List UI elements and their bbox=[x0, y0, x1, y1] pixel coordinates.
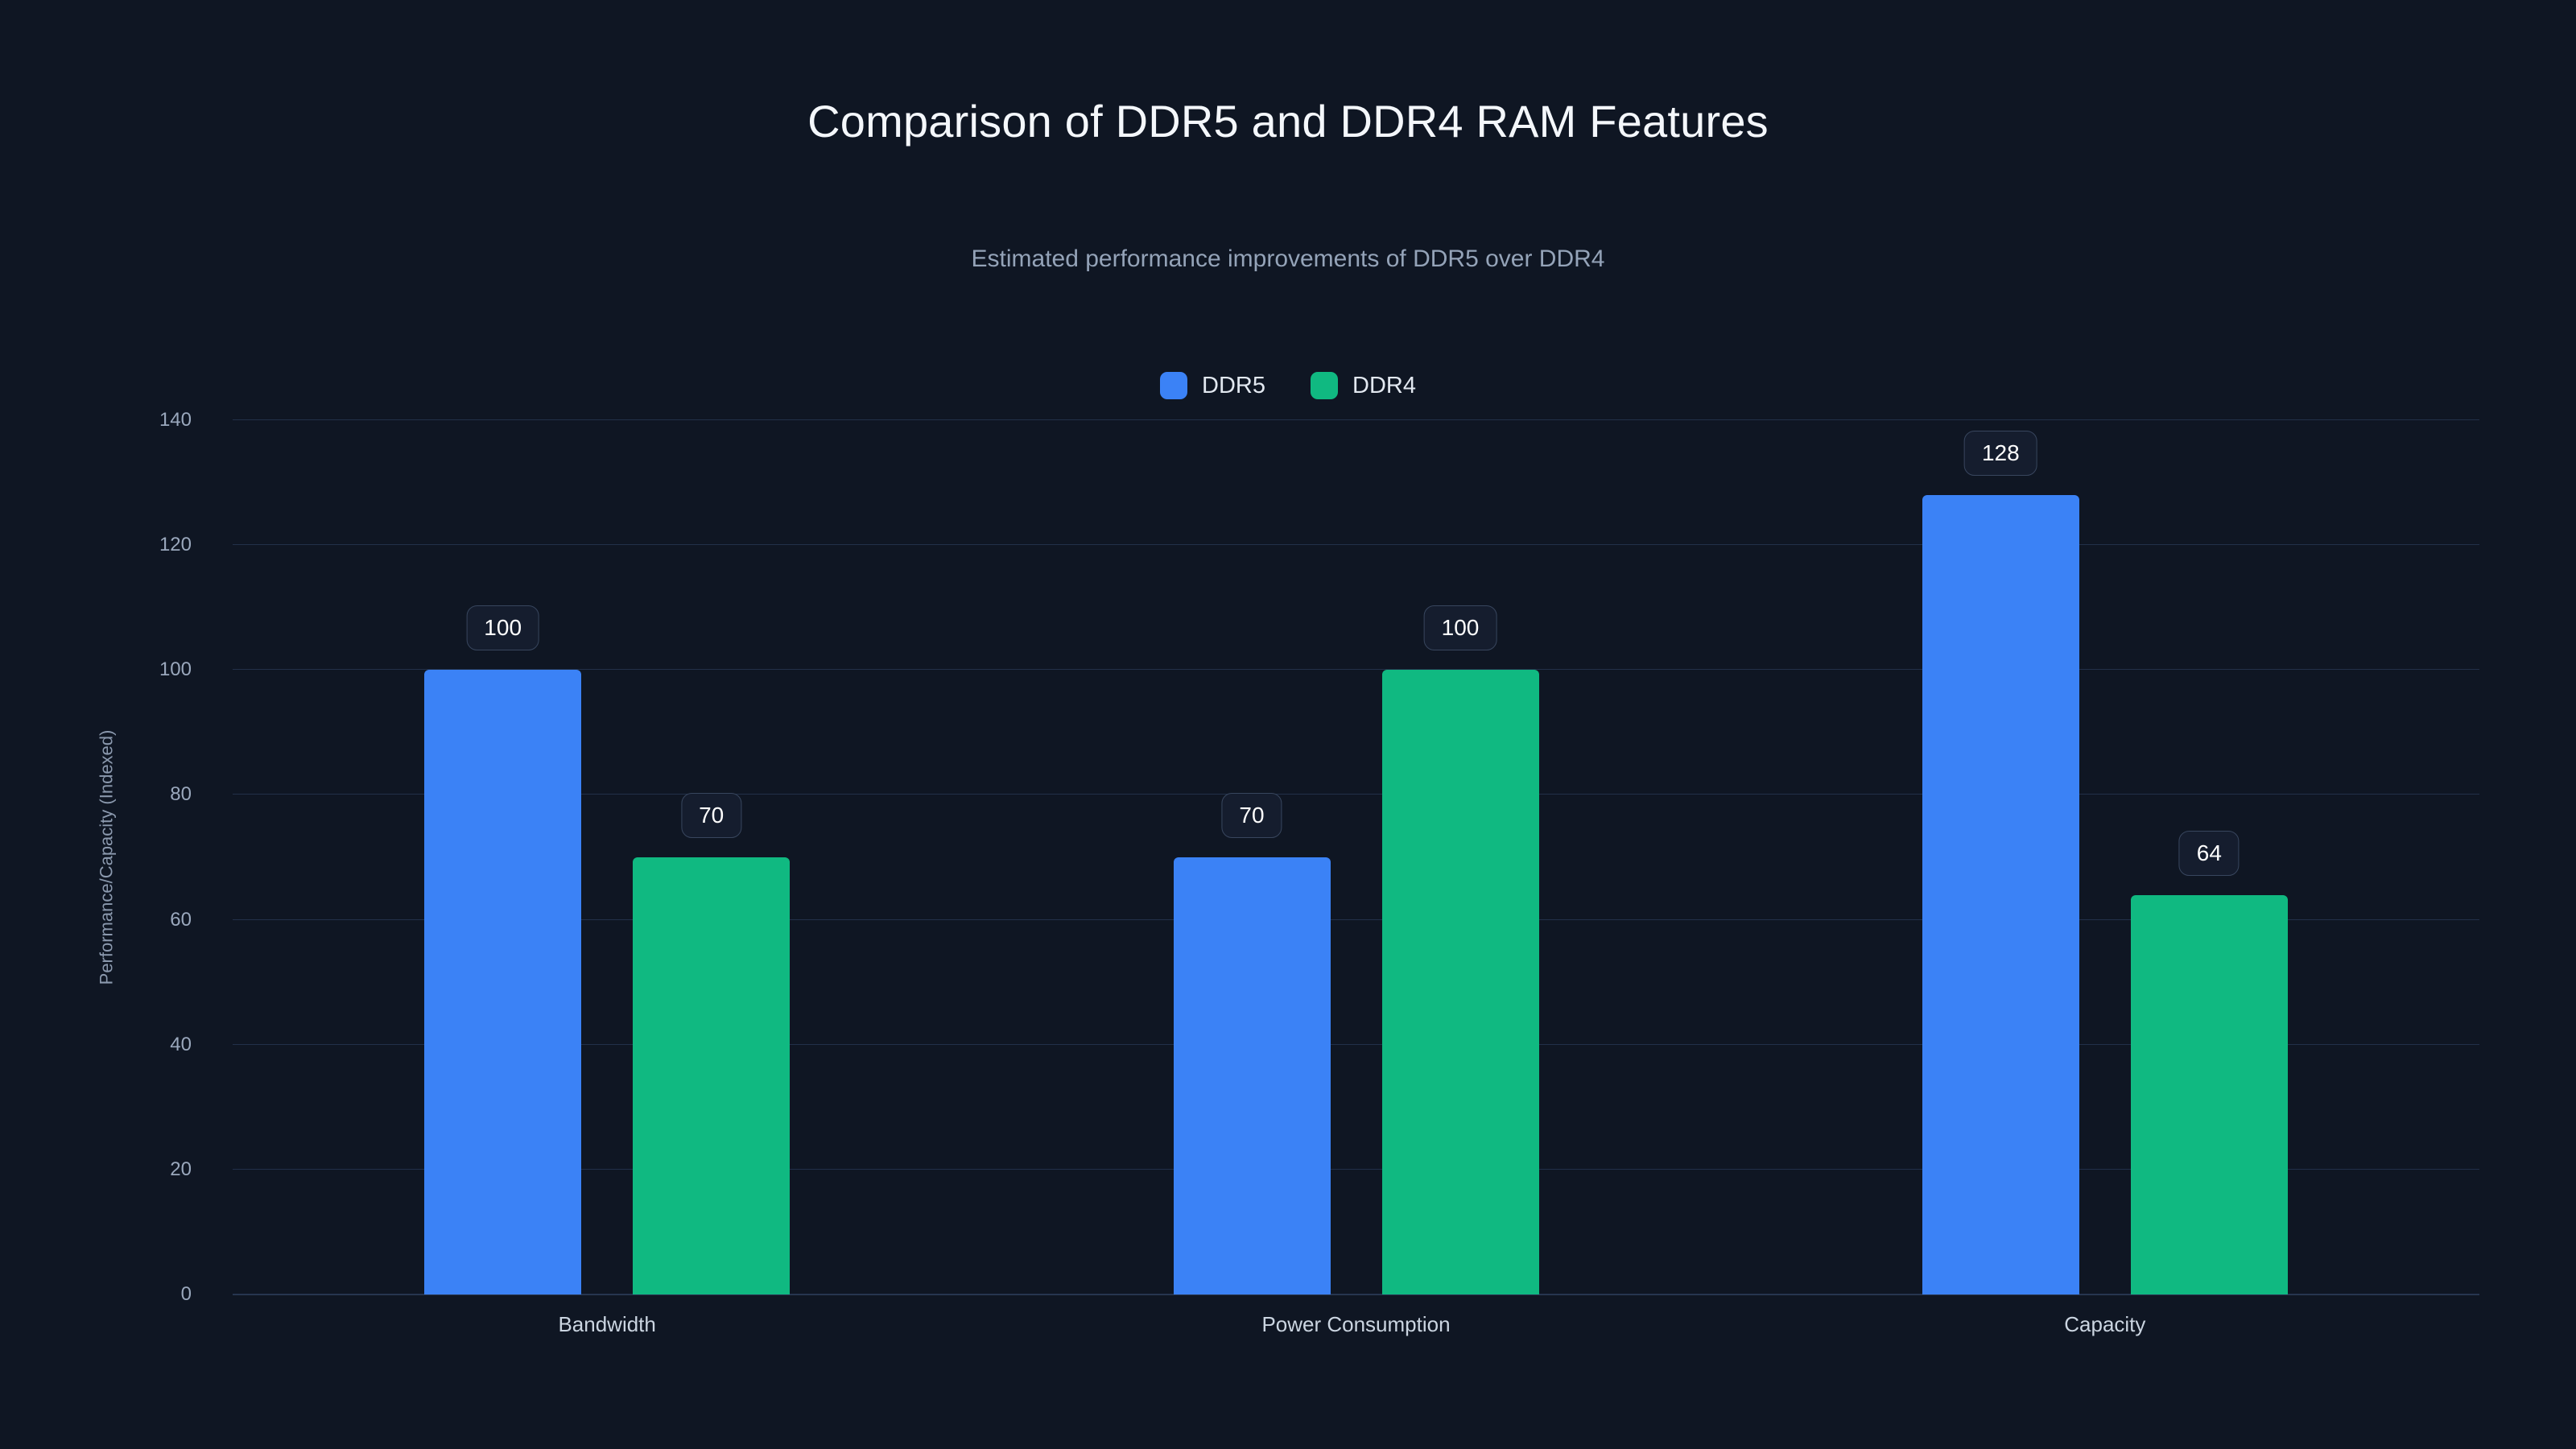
x-axis-label-capacity: Capacity bbox=[2064, 1312, 2146, 1336]
x-axis-baseline bbox=[233, 1294, 2479, 1295]
gridline bbox=[233, 544, 2479, 546]
legend-label-ddr5: DDR5 bbox=[1202, 372, 1265, 398]
value-badge: 70 bbox=[1221, 793, 1282, 838]
y-axis-tick-label: 140 bbox=[159, 409, 192, 431]
chart-subtitle: Estimated performance improvements of DD… bbox=[971, 246, 1605, 272]
x-axis-label-bandwidth: Bandwidth bbox=[558, 1312, 656, 1336]
value-badge: 64 bbox=[2178, 830, 2240, 876]
bar-ddr4-capacity[interactable] bbox=[2130, 894, 2288, 1294]
plot-area: 100 70 70 100 128 64 bbox=[233, 419, 2479, 1295]
bar-ddr4-bandwidth[interactable] bbox=[633, 857, 791, 1294]
legend-label-ddr4: DDR4 bbox=[1352, 372, 1416, 398]
y-axis-tick-label: 0 bbox=[180, 1283, 192, 1305]
gridline bbox=[233, 1168, 2479, 1170]
bar-ddr5-capacity[interactable] bbox=[1922, 495, 2079, 1294]
y-axis-tick-label: 80 bbox=[170, 783, 192, 806]
legend-item-ddr4[interactable]: DDR4 bbox=[1311, 372, 1416, 399]
y-axis-tick-labels: 0 20 40 60 80 100 120 140 bbox=[0, 409, 209, 1305]
y-axis-tick-label: 20 bbox=[170, 1158, 192, 1180]
legend-swatch-icon-ddr4 bbox=[1311, 372, 1338, 399]
chart-legend: DDR5 DDR4 bbox=[0, 372, 2576, 399]
gridline bbox=[233, 1043, 2479, 1045]
value-badge: 100 bbox=[466, 605, 540, 651]
x-axis-label-power-consumption: Power Consumption bbox=[1261, 1312, 1451, 1336]
y-axis-tick-label: 120 bbox=[159, 534, 192, 556]
gridline bbox=[233, 419, 2479, 420]
y-axis-tick-label: 100 bbox=[159, 658, 192, 681]
value-badge: 70 bbox=[681, 793, 742, 838]
y-axis-tick-label: 60 bbox=[170, 908, 192, 931]
legend-item-ddr5[interactable]: DDR5 bbox=[1160, 372, 1265, 399]
chart-title: Comparison of DDR5 and DDR4 RAM Features bbox=[807, 96, 1769, 147]
bar-ddr5-power-consumption[interactable] bbox=[1173, 857, 1331, 1294]
y-axis-tick-label: 40 bbox=[170, 1033, 192, 1055]
x-axis-category-labels: Bandwidth Power Consumption Capacity bbox=[233, 1312, 2479, 1352]
gridline bbox=[233, 794, 2479, 795]
gridline bbox=[233, 669, 2479, 671]
value-badge: 100 bbox=[1423, 605, 1497, 651]
legend-swatch-icon-ddr5 bbox=[1160, 372, 1188, 399]
bar-ddr4-power-consumption[interactable] bbox=[1381, 670, 1539, 1294]
gridline bbox=[233, 919, 2479, 920]
bar-ddr5-bandwidth[interactable] bbox=[424, 670, 582, 1294]
value-badge: 128 bbox=[1963, 431, 2037, 477]
